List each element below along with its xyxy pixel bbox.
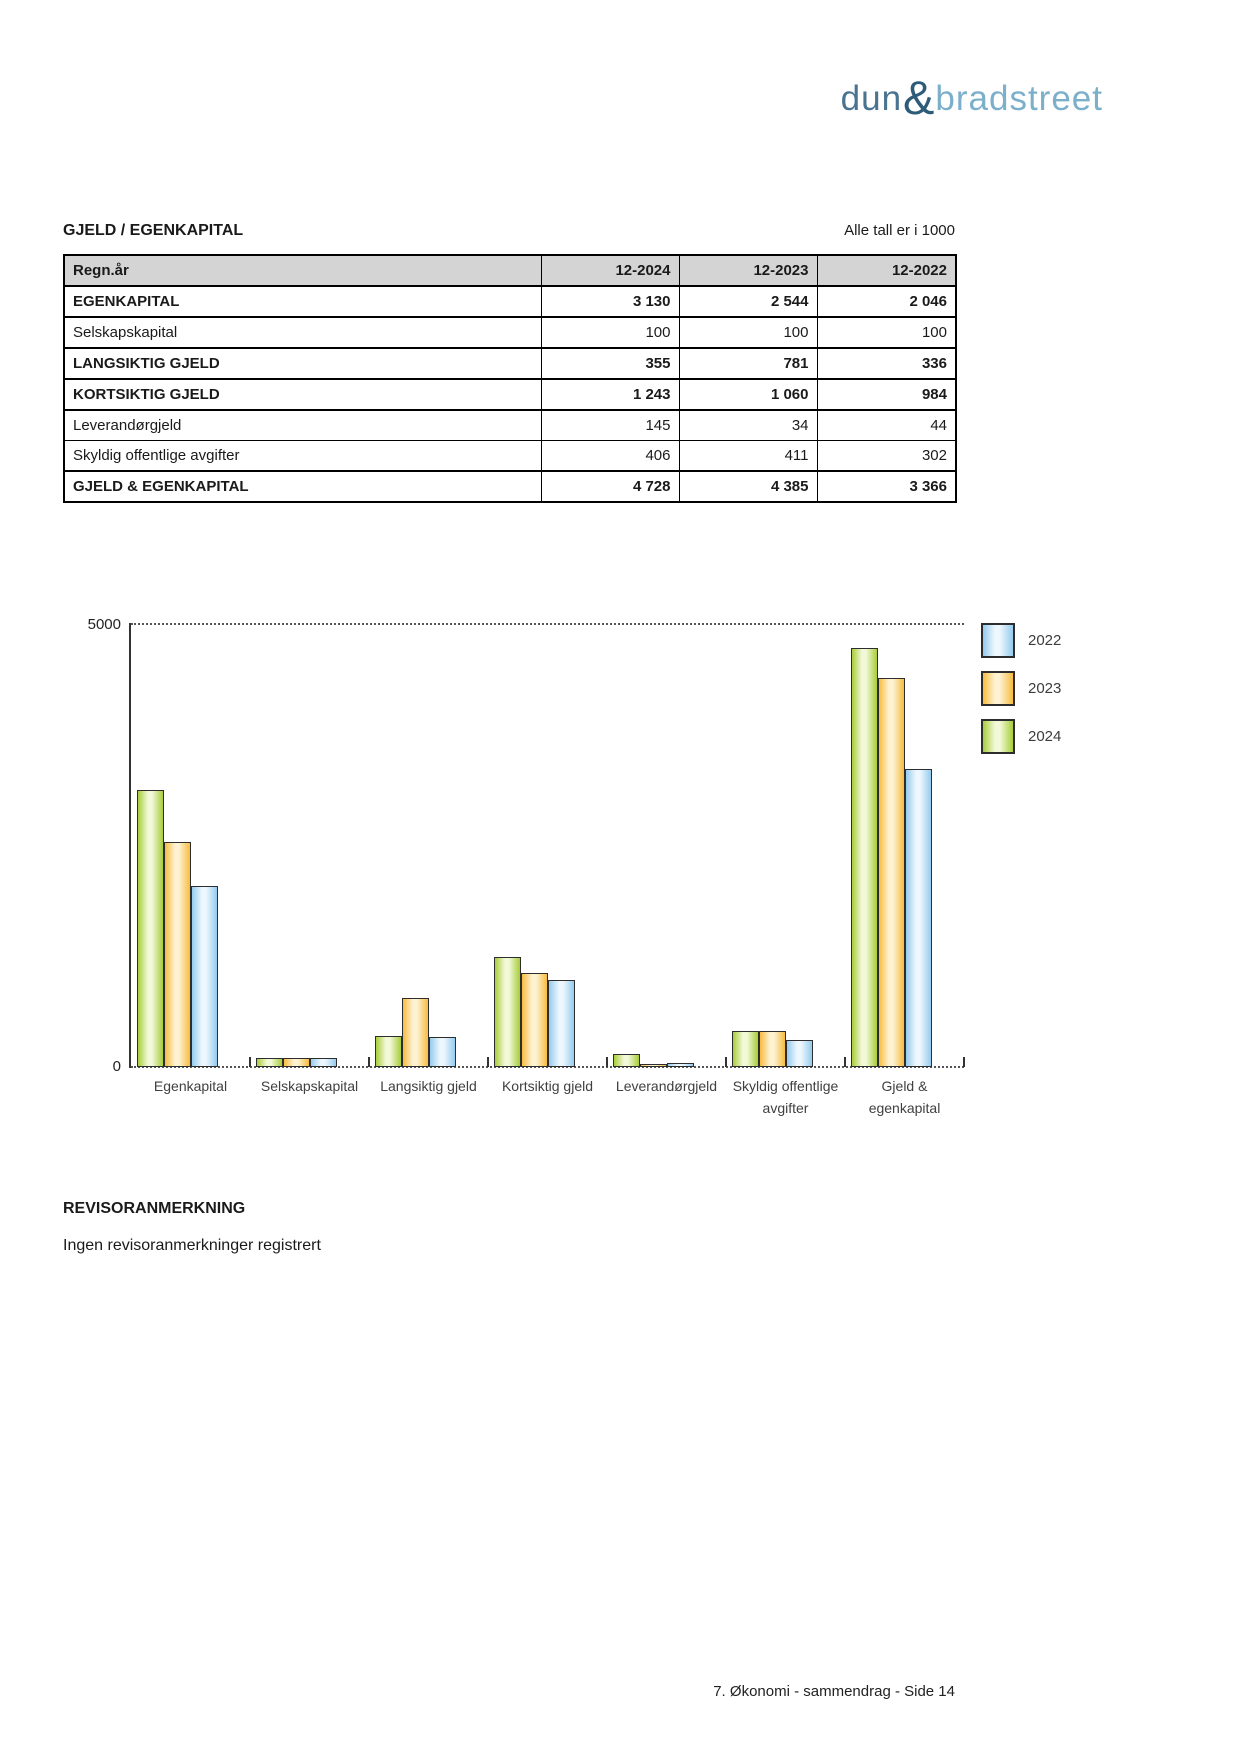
- y-tick-label-0: 0: [112, 1058, 121, 1075]
- legend-label-2023: 2023: [1028, 680, 1062, 697]
- units-note: Alle tall er i 1000: [844, 222, 955, 239]
- bar-2024-6: [851, 648, 878, 1067]
- row-label: GJELD & EGENKAPITAL: [63, 470, 542, 503]
- logo-text-bradstreet: bradstreet: [935, 79, 1103, 118]
- row-label: EGENKAPITAL: [63, 285, 542, 318]
- y-axis-line: [129, 623, 131, 1068]
- row-value: 411: [678, 440, 818, 472]
- table-row: Leverandørgjeld 145 34 44: [63, 409, 957, 441]
- bar-2023-0: [164, 842, 191, 1067]
- legend-swatch-2023: [981, 671, 1015, 706]
- table-row: GJELD & EGENKAPITAL 4 728 4 385 3 366: [63, 470, 957, 503]
- col-header-2022: 12-2022: [816, 254, 957, 287]
- bar-2024-4: [613, 1054, 640, 1067]
- row-value: 4 728: [540, 470, 680, 503]
- bar-2023-1: [283, 1058, 310, 1067]
- bar-2022-1: [310, 1058, 337, 1067]
- logo-text-dun: dun: [840, 79, 903, 118]
- col-header-2024: 12-2024: [540, 254, 680, 287]
- x-axis-tick: [368, 1057, 370, 1067]
- row-label: Skyldig offentlige avgifter: [63, 440, 542, 472]
- legend-label-2024: 2024: [1028, 728, 1062, 745]
- bar-2023-5: [759, 1031, 786, 1067]
- x-axis-tick: [249, 1057, 251, 1067]
- gridline-5000: [131, 623, 964, 625]
- page-footer: 7. Økonomi - sammendrag - Side 14: [713, 1683, 955, 1700]
- section-title: GJELD / EGENKAPITAL: [63, 222, 244, 239]
- bar-2024-1: [256, 1058, 283, 1067]
- bar-2024-3: [494, 957, 521, 1067]
- category-label-0: Egenkapital: [153, 1078, 228, 1094]
- x-axis-baseline: [131, 1066, 964, 1068]
- table-row: LANGSIKTIG GJELD 355 781 336: [63, 347, 957, 380]
- row-value: 4 385: [678, 470, 818, 503]
- row-label: Leverandørgjeld: [63, 409, 542, 441]
- legend-swatch-2024: [981, 719, 1015, 754]
- category-label-4: Leverandørgjeld: [615, 1078, 718, 1094]
- revisor-text: Ingen revisoranmerkninger registrert: [63, 1237, 321, 1254]
- row-value: 336: [816, 347, 957, 380]
- bar-2024-5: [732, 1031, 759, 1067]
- x-axis-tick: [844, 1057, 846, 1067]
- bar-2022-5: [786, 1040, 813, 1067]
- table-row: KORTSIKTIG GJELD 1 243 1 060 984: [63, 378, 957, 411]
- dun-bradstreet-logo: dun & bradstreet: [840, 70, 1103, 121]
- category-label-2: Langsiktig gjeld: [380, 1078, 477, 1094]
- legend-swatch-2022: [981, 623, 1015, 658]
- bar-2022-3: [548, 980, 575, 1067]
- col-header-2023: 12-2023: [678, 254, 818, 287]
- bar-2023-2: [402, 998, 429, 1067]
- x-axis-tick: [963, 1057, 965, 1067]
- category-label-5: Skyldig offentlige avgifter: [732, 1078, 839, 1117]
- category-label-1: Selskapskapital: [260, 1078, 359, 1094]
- bar-2023-3: [521, 973, 548, 1067]
- bar-2022-2: [429, 1037, 456, 1067]
- x-axis-tick: [725, 1057, 727, 1067]
- legend-label-2022: 2022: [1028, 632, 1062, 649]
- row-value: 3 366: [816, 470, 957, 503]
- row-label: KORTSIKTIG GJELD: [63, 378, 542, 411]
- row-value: 781: [678, 347, 818, 380]
- row-value: 2 544: [678, 285, 818, 318]
- row-value: 100: [816, 316, 957, 349]
- bar-2024-2: [375, 1036, 402, 1067]
- row-value: 1 243: [540, 378, 680, 411]
- y-tick-label-5000: 5000: [87, 616, 121, 633]
- bar-2022-4: [667, 1063, 694, 1067]
- bar-2024-0: [137, 790, 164, 1067]
- row-value: 2 046: [816, 285, 957, 318]
- x-axis-tick: [606, 1057, 608, 1067]
- x-axis-tick: [487, 1057, 489, 1067]
- row-value: 984: [816, 378, 957, 411]
- col-header-regnar: Regn.år: [63, 254, 542, 287]
- table-header-row: Regn.år 12-2024 12-2023 12-2022: [63, 254, 957, 287]
- row-value: 100: [540, 316, 680, 349]
- row-label: LANGSIKTIG GJELD: [63, 347, 542, 380]
- section-header: GJELD / EGENKAPITAL Alle tall er i 1000: [63, 222, 955, 240]
- bar-2023-6: [878, 678, 905, 1067]
- category-label-3: Kortsiktig gjeld: [501, 1078, 594, 1094]
- row-value: 355: [540, 347, 680, 380]
- revisor-heading: REVISORANMERKNING: [63, 1200, 246, 1217]
- ampersand-icon: &: [903, 71, 935, 124]
- row-value: 302: [816, 440, 957, 472]
- balance-table: Regn.år 12-2024 12-2023 12-2022 EGENKAPI…: [63, 254, 957, 503]
- table-row: Skyldig offentlige avgifter 406 411 302: [63, 440, 957, 472]
- row-value: 1 060: [678, 378, 818, 411]
- row-value: 3 130: [540, 285, 680, 318]
- bar-2023-4: [640, 1064, 667, 1067]
- bar-2022-6: [905, 769, 932, 1067]
- table-row: EGENKAPITAL 3 130 2 544 2 046: [63, 285, 957, 318]
- bar-2022-0: [191, 886, 218, 1067]
- category-label-6: Gjeld & egenkapital: [868, 1078, 941, 1117]
